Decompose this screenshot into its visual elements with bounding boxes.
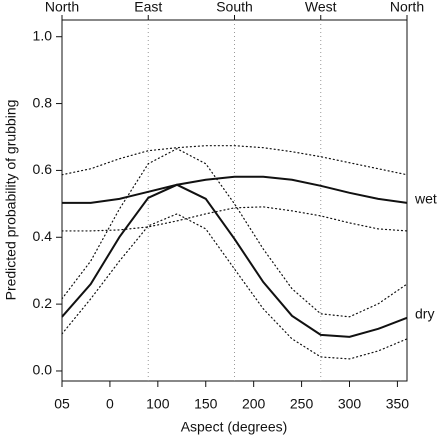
series-line <box>62 175 408 204</box>
x-axis-title: Aspect (degrees) <box>181 419 288 435</box>
top-tick-label: South <box>216 0 253 15</box>
series-label: dry <box>415 306 434 322</box>
x-tick-label: 0 <box>106 396 114 412</box>
x-tick-label: 200 <box>242 396 266 412</box>
y-tick-label: 1.0 <box>33 27 53 43</box>
confidence-line <box>61 148 408 318</box>
series-label: wet <box>414 191 437 207</box>
confidence-line <box>61 145 408 176</box>
x-tick-label: 100 <box>146 396 170 412</box>
top-tick-label: East <box>134 0 162 15</box>
x-tick-label: 05 <box>54 396 70 412</box>
confidence-line <box>61 213 408 360</box>
x-tick-label: 350 <box>386 396 410 412</box>
series-line <box>61 183 408 338</box>
y-tick-label: 0.8 <box>33 94 53 110</box>
x-tick-label: 150 <box>194 396 218 412</box>
x-tick-label: 300 <box>338 396 362 412</box>
top-tick-label: North <box>390 0 424 15</box>
top-tick-label: North <box>45 0 79 15</box>
x-tick-label: 250 <box>290 396 314 412</box>
y-tick-label: 0.4 <box>33 228 53 244</box>
top-tick-label: West <box>305 0 337 15</box>
confidence-line <box>61 206 408 232</box>
y-axis-title: Predicted probability of grubbing <box>3 100 19 301</box>
y-tick-label: 0.2 <box>33 295 53 311</box>
y-tick-label: 0.0 <box>33 362 53 378</box>
y-tick-label: 0.6 <box>33 161 53 177</box>
